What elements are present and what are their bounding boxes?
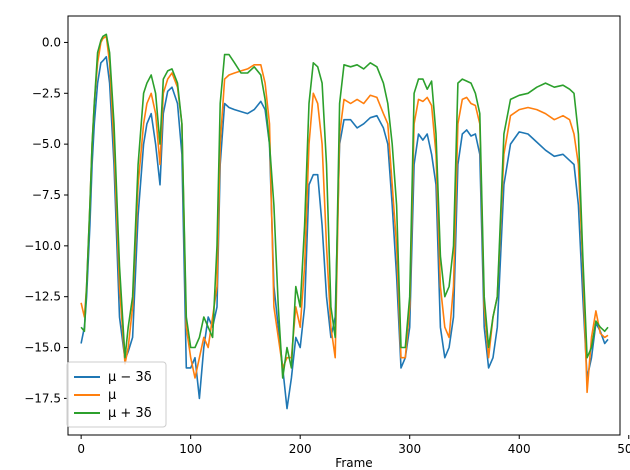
- y-tick-label: −10.0: [24, 239, 61, 253]
- y-tick-label: −12.5: [24, 290, 61, 304]
- y-tick-label: −7.5: [32, 188, 61, 202]
- y-tick-label: −17.5: [24, 391, 61, 405]
- x-tick-label: 200: [289, 442, 312, 456]
- y-tick-label: −5.0: [32, 137, 61, 151]
- x-tick-label: 300: [398, 442, 421, 456]
- x-tick-label: 500: [617, 442, 630, 456]
- x-axis-label: Frame: [335, 456, 372, 470]
- legend: μ − 3δ μ μ + 3δ: [66, 361, 167, 428]
- series-line-1: [80, 55, 609, 410]
- x-tick-label: 100: [179, 442, 202, 456]
- legend-label-series-2: μ: [108, 388, 116, 403]
- series-line-3: [80, 33, 609, 379]
- y-tick-label: −15.0: [24, 341, 61, 355]
- y-axis: 0.0 −2.5 −5.0 −7.5 −10.0 −12.5 −15.0 −17.5: [24, 35, 68, 405]
- plot-area-frame: [67, 15, 621, 436]
- x-axis: 0 100 200 300 400 500: [77, 435, 630, 456]
- y-tick-label: 0.0: [42, 35, 61, 49]
- legend-box: [66, 361, 167, 428]
- series-layer: [80, 33, 609, 410]
- legend-label-series-3: μ + 3δ: [108, 406, 152, 421]
- x-tick-label: 400: [508, 442, 531, 456]
- legend-label-series-1: μ − 3δ: [108, 370, 152, 385]
- y-tick-label: −2.5: [32, 86, 61, 100]
- x-tick-label: 0: [77, 442, 85, 456]
